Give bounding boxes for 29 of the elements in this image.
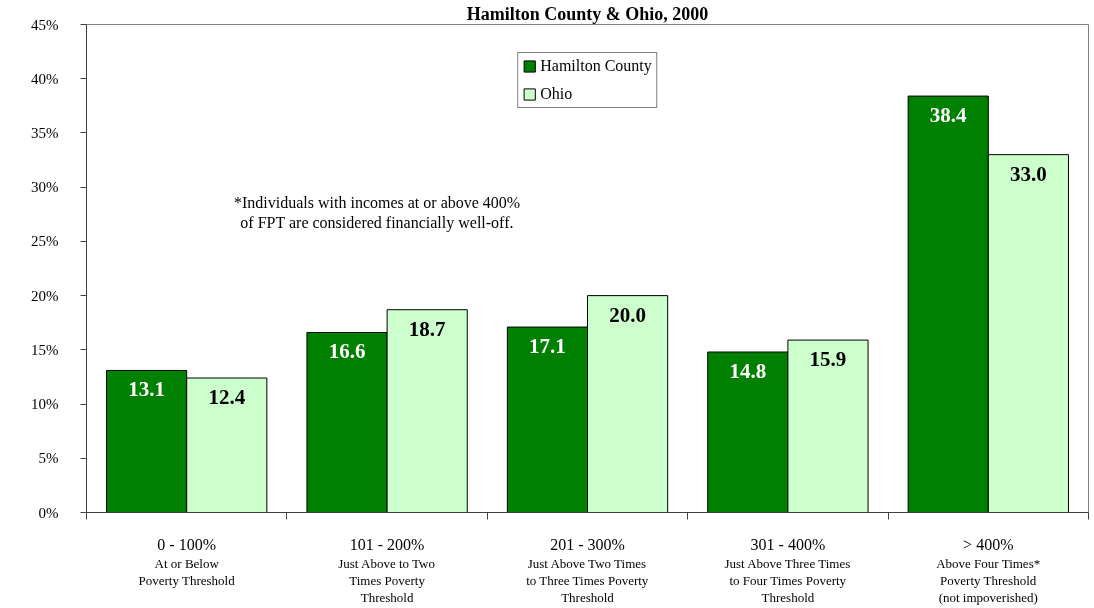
y-tick-label: 45% <box>31 16 59 33</box>
category-label: 0 - 100% At or Below Poverty Threshold <box>138 535 235 588</box>
data-label: 33.0 <box>1010 161 1047 186</box>
data-label: 15.9 <box>809 347 847 372</box>
y-tick-label: 20% <box>31 287 59 304</box>
data-label: 12.4 <box>208 385 246 410</box>
category-label: 301 - 400% Just Above Three Times to Four Times Poverty Threshold <box>724 535 851 605</box>
y-tick-label: 35% <box>31 124 59 141</box>
category-label: 201 - 300% Just Above Two Times to Three Times Poverty Threshold <box>526 535 649 605</box>
data-label: 17.1 <box>529 334 566 359</box>
category-label: > 400% Above Four Times* Poverty Threshold (not impoverished) <box>936 535 1041 605</box>
legend-label: Ohio <box>540 85 573 103</box>
chart-title: Hamilton County & Ohio, 2000 <box>466 3 709 24</box>
y-tick-label: 40% <box>31 70 59 87</box>
y-tick-label: 5% <box>38 450 59 467</box>
annotation: *Individuals with incomes at or above 400% of FPT are considered financially well-off. <box>234 193 521 233</box>
data-label: 16.6 <box>328 339 366 364</box>
legend-label: Hamilton County <box>540 57 652 75</box>
y-tick-label: 0% <box>38 504 59 521</box>
y-tick-label: 25% <box>31 233 59 250</box>
category-label: 101 - 200% Just Above to Two Times Poverty Threshold <box>338 535 435 605</box>
y-tick-label: 30% <box>31 179 59 196</box>
y-tick-label: 10% <box>31 396 59 413</box>
data-label: 18.7 <box>408 316 446 341</box>
data-label: 20.0 <box>609 302 646 327</box>
y-tick-label: 15% <box>31 341 59 358</box>
data-label: 14.8 <box>729 359 767 383</box>
data-label: 38.4 <box>929 103 968 128</box>
data-label: 13.1 <box>128 377 165 402</box>
